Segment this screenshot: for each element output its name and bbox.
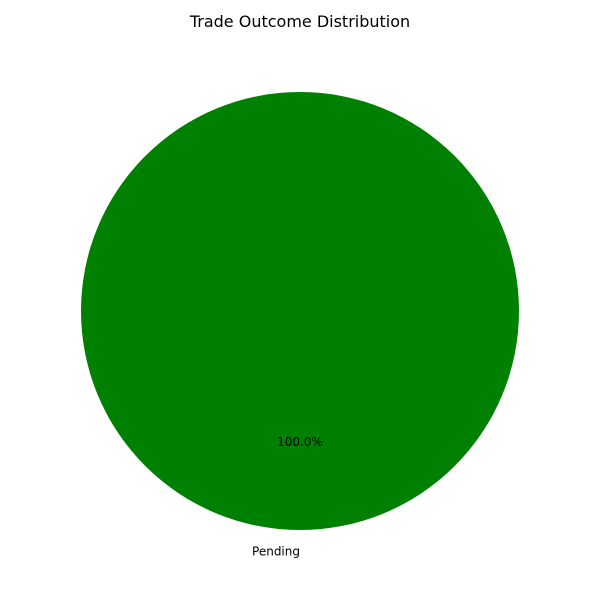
slice-percent-label: 100.0% <box>277 435 323 449</box>
pie-slices <box>81 92 519 530</box>
pie-slice-pending <box>81 92 519 530</box>
chart-title: Trade Outcome Distribution <box>189 12 411 31</box>
slice-category-label: Pending <box>252 544 300 558</box>
pie-labels: 100.0% Pending <box>252 435 323 559</box>
